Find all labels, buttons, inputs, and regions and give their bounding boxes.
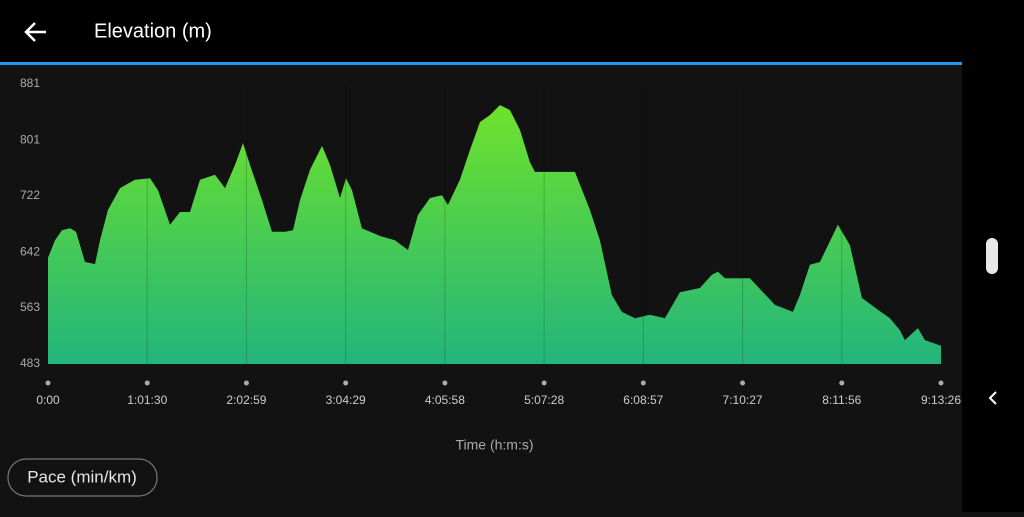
back-button[interactable] [24,22,46,42]
elevation-area [48,105,941,364]
x-tick-label: 4:05:58 [425,393,465,407]
y-tick-label: 483 [20,356,40,370]
x-tick-label: 7:10:27 [723,393,763,407]
x-tick-label: 0:00 [36,393,60,407]
y-tick-label: 881 [20,76,40,90]
y-tick-label: 563 [20,300,40,314]
x-tick-label: 5:07:28 [524,393,564,407]
x-tick-dot [839,380,845,386]
x-tick-label: 6:08:57 [623,393,663,407]
x-tick-dot [343,380,349,386]
y-tick-label: 801 [20,132,40,146]
x-tick-label: 2:02:59 [226,393,266,407]
x-tick-label: 9:13:26 [921,393,961,407]
x-tick-dot [541,380,547,386]
scroll-handle[interactable] [986,238,998,274]
pace-button-label[interactable]: Pace (min/km) [27,467,137,486]
x-tick-dot [144,380,150,386]
app-bar [0,0,962,62]
x-tick-dot [938,380,944,386]
x-tick-label: 1:01:30 [127,393,167,407]
x-tick-dot [640,380,646,386]
x-tick-label: 8:11:56 [822,393,861,407]
x-tick-dot [243,380,249,386]
x-tick-dot [442,380,448,386]
x-axis-title: Time (h:m:s) [455,437,533,453]
screen-title: Elevation (m) [94,20,212,42]
y-tick-label: 722 [20,188,40,202]
pace-button[interactable] [7,458,158,497]
x-tick-dot [740,380,746,386]
x-tick-label: 3:04:29 [326,393,366,407]
y-tick-label: 642 [20,244,40,258]
accent-line [0,62,962,65]
nav-back[interactable] [988,391,997,405]
x-tick-dot [45,380,51,386]
